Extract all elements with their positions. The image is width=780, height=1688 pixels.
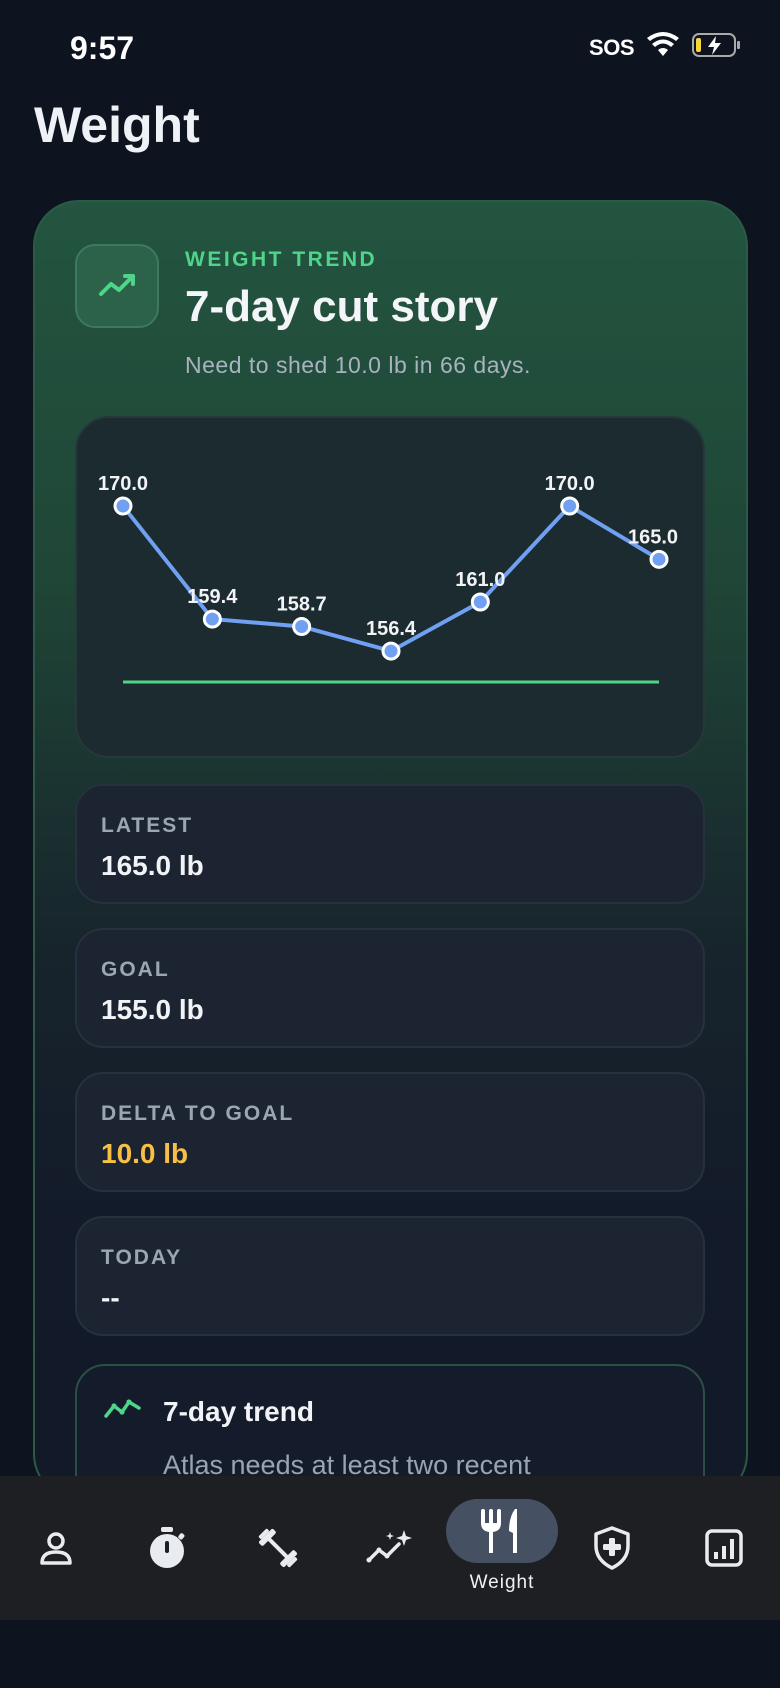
- weight-trend-card: WEIGHT TREND 7-day cut story Need to she…: [33, 200, 748, 1500]
- weight-line-chart: 170.0 159.4 158.7 156.4 161.0 170.0 165.0: [98, 473, 678, 684]
- wifi-icon: [646, 32, 680, 63]
- stat-goal: GOAL 155.0 lb: [75, 928, 705, 1048]
- stat-today-value: --: [101, 1282, 120, 1313]
- tab-profile[interactable]: [6, 1476, 106, 1620]
- tab-workout[interactable]: [228, 1476, 328, 1620]
- stat-latest-label: LATEST: [101, 814, 194, 837]
- stat-delta-label: DELTA TO GOAL: [101, 1102, 295, 1125]
- battery-charging-icon: [692, 32, 742, 63]
- card-title: 7-day cut story: [185, 282, 498, 331]
- data-label: 170.0: [545, 473, 595, 495]
- card-eyebrow: WEIGHT TREND: [185, 248, 378, 271]
- stat-delta-value: 10.0 lb: [101, 1138, 189, 1169]
- data-point: [560, 496, 580, 516]
- data-label: 156.4: [366, 618, 417, 640]
- bottom-tab-bar: Weight: [0, 1476, 780, 1620]
- stat-today: TODAY --: [75, 1216, 705, 1336]
- weight-chart: 170.0 159.4 158.7 156.4 161.0 170.0 165.0: [75, 416, 705, 758]
- stat-goal-label: GOAL: [101, 958, 170, 981]
- data-label: 159.4: [187, 586, 238, 608]
- stat-latest: LATEST 165.0 lb: [75, 784, 705, 904]
- data-label: 165.0: [628, 526, 678, 548]
- status-icons: SOS: [589, 32, 742, 63]
- stopwatch-icon: [150, 1527, 185, 1568]
- stat-delta: DELTA TO GOAL 10.0 lb: [75, 1072, 705, 1192]
- tab-insights[interactable]: [339, 1476, 439, 1620]
- seven-day-trend-body: Atlas needs at least two recent: [163, 1450, 531, 1480]
- home-indicator-area: [0, 1620, 780, 1688]
- tab-stats[interactable]: [674, 1476, 774, 1620]
- data-point: [381, 641, 401, 661]
- status-time: 9:57: [70, 30, 135, 66]
- seven-day-trend-title: 7-day trend: [163, 1396, 314, 1427]
- tab-weight[interactable]: [446, 1499, 558, 1563]
- tab-weight-label: Weight: [469, 1572, 535, 1593]
- card-subtitle: Need to shed 10.0 lb in 66 days.: [185, 352, 531, 378]
- data-point: [470, 592, 490, 612]
- trend-line-icon: [104, 1399, 141, 1418]
- page-title: Weight: [34, 97, 200, 153]
- sos-indicator: SOS: [589, 34, 634, 60]
- dumbbell-icon: [258, 1528, 298, 1568]
- data-label: 161.0: [455, 569, 505, 591]
- fork-knife-icon: [481, 1509, 517, 1553]
- bar-chart-icon: [705, 1529, 743, 1567]
- data-point: [113, 496, 133, 516]
- stat-today-label: TODAY: [101, 1246, 183, 1269]
- seven-day-trend-card[interactable]: 7-day trend Atlas needs at least two rec…: [75, 1364, 705, 1498]
- tab-timer[interactable]: [117, 1476, 217, 1620]
- data-label: 170.0: [98, 473, 148, 495]
- stat-goal-value: 155.0 lb: [101, 994, 204, 1025]
- trend-tile: [75, 244, 159, 328]
- shield-plus-icon: [594, 1526, 630, 1570]
- data-point: [202, 609, 222, 629]
- sparkle-chart-icon: [366, 1530, 412, 1563]
- trend-up-icon: [99, 274, 135, 296]
- data-label: 158.7: [277, 594, 327, 616]
- person-icon: [40, 1532, 72, 1565]
- tab-health[interactable]: [562, 1476, 662, 1620]
- data-point: [649, 549, 669, 569]
- data-point: [292, 617, 312, 637]
- stat-latest-value: 165.0 lb: [101, 850, 204, 881]
